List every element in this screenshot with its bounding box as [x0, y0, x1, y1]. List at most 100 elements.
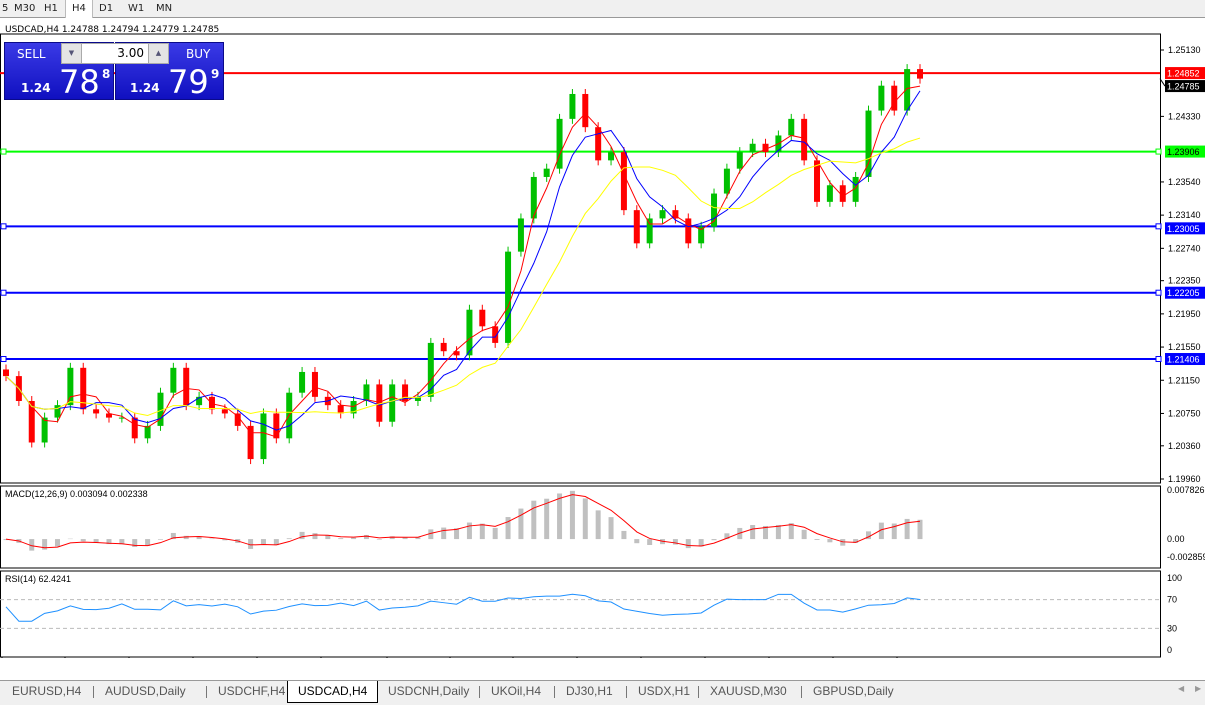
timeframe-h1[interactable]: H1 [44, 3, 58, 14]
macd-label: MACD(12,26,9) 0.003094 0.002338 [5, 489, 148, 499]
timeframe-m30[interactable]: M30 [14, 3, 36, 14]
macd-histogram-bar [634, 539, 640, 544]
sell-big: 78 [59, 63, 100, 101]
tab-usdcad-h4[interactable]: USDCAD,H4 [287, 681, 379, 703]
tab-audusd-daily[interactable]: AUDUSD,Daily [105, 684, 186, 698]
tab-separator [801, 686, 802, 698]
scroll-right-icon[interactable]: ▶ [1195, 684, 1202, 693]
macd-histogram-bar [29, 539, 35, 551]
candle-body [492, 326, 499, 343]
price-axis-label: 1.24330 [1168, 111, 1201, 121]
candle-body [608, 152, 615, 161]
one-click-trading-panel: SELL 1.24 78 8 BUY 1.24 79 9 ▼ 3.00 ▲ [4, 42, 224, 101]
main-pane-frame [0, 33, 1161, 484]
timeframe-toolbar: 5 M30 H1 H4 D1 W1 MN [0, 0, 1205, 18]
macd-histogram-bar [260, 539, 266, 545]
candle-body [878, 85, 885, 111]
line-handle [0, 356, 7, 363]
buy-big: 79 [168, 63, 209, 101]
line-handle [1155, 223, 1162, 230]
moving-average-line [5, 90, 921, 431]
tab-dj30-h1[interactable]: DJ30,H1 [566, 684, 613, 698]
macd-histogram-bar [814, 539, 820, 540]
timeframe-h4[interactable]: H4 [65, 0, 93, 18]
timeframe-5[interactable]: 5 [2, 3, 9, 14]
macd-histogram-bar [698, 539, 704, 547]
macd-histogram-bar [775, 524, 781, 540]
macd-signal-line [5, 494, 921, 549]
candle-body [711, 193, 718, 227]
macd-histogram-bar [466, 522, 472, 540]
price-axis-label: 1.21150 [1168, 375, 1200, 385]
macd-histogram-bar [363, 534, 369, 540]
macd-histogram-bar [389, 536, 395, 540]
tab-xauusd-m30[interactable]: XAUUSD,M30 [710, 684, 787, 698]
tab-separator [93, 686, 94, 698]
macd-histogram-bar [106, 539, 112, 545]
price-axis-label: 1.25130 [1168, 45, 1201, 55]
chart-area[interactable]: 1.25130 1.24330 1.23540 1.23140 1.22740 1.223… [0, 18, 1205, 658]
macd-histogram-bar [685, 539, 691, 549]
candle-body [376, 384, 383, 422]
price-axis-label: 1.23140 [1168, 210, 1201, 220]
tab-eurusd-h4[interactable]: EURUSD,H4 [12, 684, 82, 698]
candle-body [620, 152, 627, 211]
candle-body [131, 417, 138, 439]
candle-body [569, 93, 576, 119]
line-handle [1155, 289, 1162, 296]
macd-histogram-bar [891, 523, 897, 540]
lot-value[interactable]: 3.00 [117, 46, 144, 60]
tab-usdcnh-daily[interactable]: USDCNH,Daily [388, 684, 470, 698]
price-axis-label: 1.22350 [1168, 276, 1201, 286]
candle-body [595, 127, 602, 161]
candle-body [865, 110, 872, 177]
candle-body [517, 218, 524, 252]
sell-label: SELL [17, 47, 46, 61]
candle-body [801, 118, 808, 161]
candle-body [826, 185, 833, 202]
candle-body [3, 369, 9, 377]
sell-button[interactable]: SELL 1.24 78 8 [4, 42, 114, 101]
candle-body [414, 396, 421, 401]
candle-body [234, 413, 241, 426]
buy-prefix: 1.24 [130, 81, 160, 95]
buy-button[interactable]: BUY 1.24 79 9 [115, 42, 224, 101]
macd-pane-frame [0, 485, 1161, 569]
macd-axis-label: -0.002859 [1167, 552, 1205, 562]
candle-body [337, 405, 344, 414]
candle-body [350, 401, 357, 414]
candle-body [247, 425, 254, 460]
price-axis-label: 1.21550 [1168, 342, 1201, 352]
candle-body [260, 413, 267, 460]
candle-body [646, 218, 653, 244]
macd-histogram-bar [544, 498, 550, 540]
timeframe-mn[interactable]: MN [156, 3, 173, 14]
macd-histogram-bar [196, 536, 202, 540]
candle-body [556, 118, 563, 169]
tab-separator [479, 686, 480, 698]
scroll-left-icon[interactable]: ◀ [1178, 684, 1185, 693]
candle-body [723, 168, 730, 194]
price-line-label-bg [1165, 145, 1205, 158]
candle-body [157, 392, 164, 426]
tab-ukoil-h4[interactable]: UKOil,H4 [491, 684, 542, 698]
timeframe-w1[interactable]: W1 [128, 3, 145, 14]
macd-histogram-bar [647, 539, 653, 546]
moving-average-line [5, 137, 921, 417]
macd-histogram-bar [479, 523, 485, 540]
increase-lot-icon[interactable]: ▲ [148, 44, 168, 63]
price-axis-label: 1.19960 [1168, 474, 1201, 484]
current-price-pointer [1159, 78, 1166, 87]
lot-size-stepper[interactable]: ▼ 3.00 ▲ [61, 43, 169, 64]
tab-usdchf-h4[interactable]: USDCHF,H4 [218, 684, 286, 698]
rsi-axis-label: 70 [1167, 595, 1177, 605]
candle-body [891, 85, 898, 111]
price-line-label: 1.24852 [1167, 69, 1200, 79]
macd-histogram-bar [492, 527, 498, 540]
decrease-lot-icon[interactable]: ▼ [62, 44, 82, 63]
tab-usdx-h1[interactable]: USDX,H1 [638, 684, 691, 698]
current-price-bg [1165, 80, 1205, 93]
candle-body [93, 409, 100, 414]
tab-gbpusd-daily[interactable]: GBPUSD,Daily [813, 684, 894, 698]
timeframe-d1[interactable]: D1 [99, 3, 114, 14]
